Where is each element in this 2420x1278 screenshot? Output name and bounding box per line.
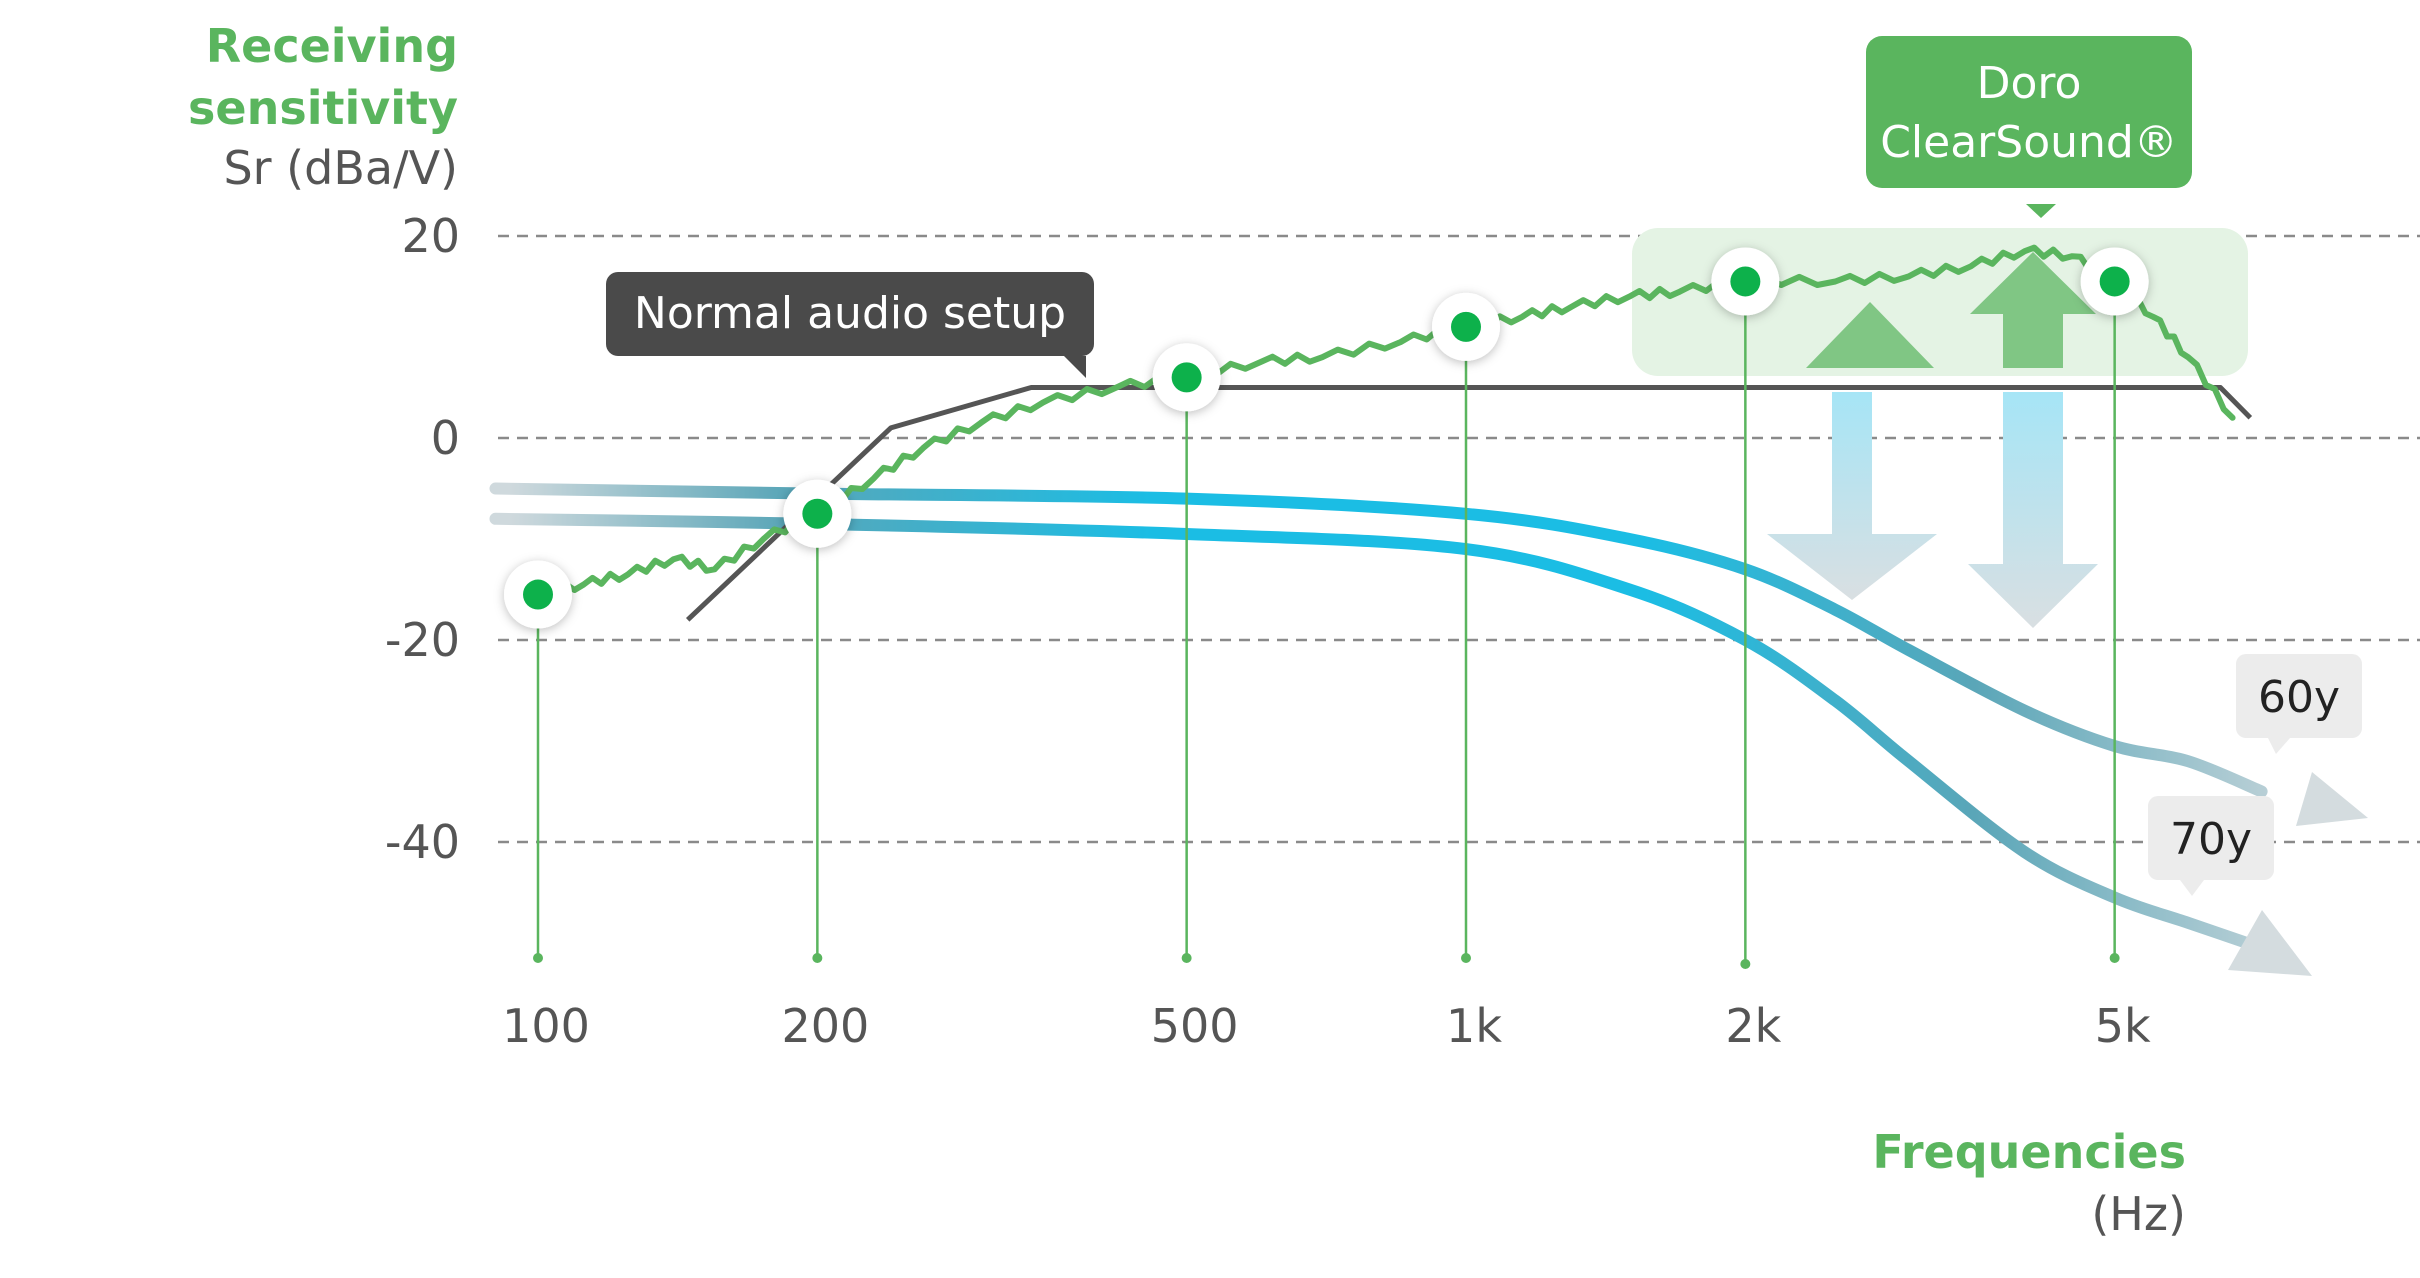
hearing-loss-arrow-1	[1767, 392, 1937, 600]
doro-callout-pointer	[2026, 204, 2056, 218]
age-60y-arrowhead	[2296, 772, 2368, 826]
marker-drop-dot	[1461, 953, 1471, 963]
x-tick-label: 1k	[1446, 999, 1502, 1053]
x-axis-title: Frequencies (Hz)	[1872, 1125, 2186, 1241]
data-point-marker	[1171, 362, 1202, 393]
age-70y-label: 70y	[2170, 814, 2252, 865]
y-tick-label: 20	[401, 209, 460, 263]
doro-callout-line1: Doro	[1977, 58, 2082, 109]
series-line-60y	[489, 482, 2268, 798]
age-60y-callout: 60y	[2236, 654, 2362, 754]
y-axis-title: Receiving sensitivity Sr (dBa/V)	[188, 19, 458, 195]
x-tick-label: 200	[781, 999, 869, 1053]
x-axis-ticks: 100 200 500 1k 2k 5k	[502, 999, 2151, 1053]
y-axis-title-line1: Receiving	[206, 19, 458, 73]
x-tick-label: 2k	[1725, 999, 1781, 1053]
y-tick-label: -20	[385, 613, 460, 667]
data-point-marker	[1451, 311, 1481, 342]
doro-callout-line2: ClearSound®	[1880, 117, 2178, 168]
marker-drop-dot	[1740, 959, 1751, 969]
age-70y-arrowhead	[2228, 910, 2312, 976]
series-line-normal-audio	[685, 385, 2253, 622]
x-axis-unit: (Hz)	[2091, 1187, 2186, 1241]
hearing-loss-arrows	[1767, 392, 2098, 628]
normal-audio-callout-tail	[1064, 356, 1086, 378]
normal-audio-callout: Normal audio setup	[606, 272, 1094, 378]
age-60y-box	[2236, 654, 2362, 738]
data-point-marker	[802, 498, 833, 529]
age-70y-box	[2148, 796, 2274, 880]
age-curve-arrowheads	[2228, 772, 2368, 976]
y-tick-label: -40	[385, 815, 460, 869]
x-axis-title-label: Frequencies	[1872, 1125, 2186, 1179]
y-axis-ticks: 20 0 -20 -40	[385, 209, 460, 869]
series-line-doro-clearsound	[535, 244, 2236, 598]
marker-drop-dot	[812, 953, 823, 963]
age-70y-tail	[2180, 880, 2204, 896]
doro-callout-box	[1866, 36, 2192, 188]
marker-drop-dot	[1181, 953, 1192, 963]
data-point-marker	[2099, 266, 2130, 297]
series-layer	[489, 244, 2268, 954]
age-60y-tail	[2268, 738, 2290, 754]
doro-callout: Doro ClearSound®	[1866, 36, 2192, 218]
marker-drop-dot	[2109, 953, 2120, 963]
normal-audio-callout-label: Normal audio setup	[634, 288, 1066, 339]
age-60y-label: 60y	[2258, 672, 2340, 723]
x-tick-label: 500	[1151, 999, 1239, 1053]
boost-arrows	[1806, 252, 2096, 368]
marker-layer	[504, 247, 2149, 969]
boost-arrow	[1970, 252, 2096, 368]
boost-triangle	[1806, 302, 1934, 368]
data-point-marker	[1730, 266, 1761, 297]
normal-audio-callout-box	[606, 272, 1094, 356]
y-axis-title-line2: sensitivity	[188, 81, 458, 135]
x-tick-label: 5k	[2095, 999, 2151, 1053]
hearing-loss-arrow-2	[1968, 392, 2098, 628]
x-tick-label: 100	[502, 999, 590, 1053]
data-point-marker	[523, 579, 553, 610]
y-tick-label: 0	[431, 411, 460, 465]
age-70y-callout: 70y	[2148, 796, 2274, 896]
marker-drop-dot	[533, 953, 543, 963]
y-axis-unit: Sr (dBa/V)	[223, 141, 458, 195]
series-line-70y	[489, 512, 2268, 954]
